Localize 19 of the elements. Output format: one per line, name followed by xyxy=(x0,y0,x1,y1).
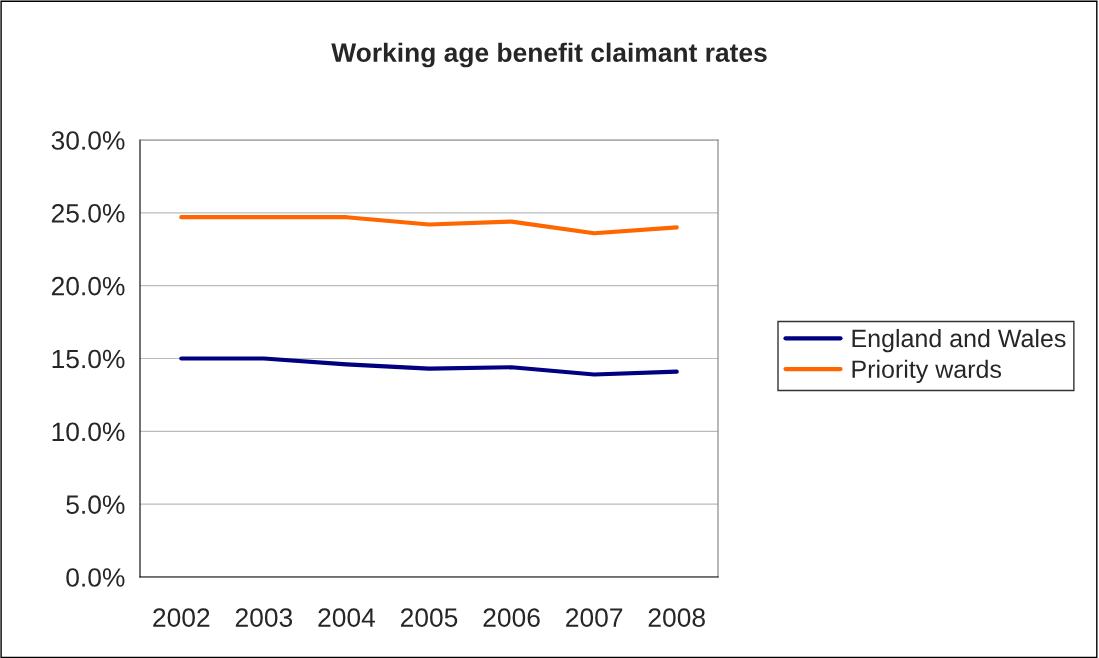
x-tick-label: 2003 xyxy=(235,608,293,627)
legend-label: England and Wales xyxy=(852,328,1066,353)
line-series xyxy=(179,215,679,236)
chart-title: Working age benefit claimant rates xyxy=(331,42,767,68)
x-tick-label: 2004 xyxy=(318,608,376,627)
y-tick-label: 25.0% xyxy=(51,203,125,223)
y-tick-label: 15.0% xyxy=(52,349,125,369)
x-tick-label: 2005 xyxy=(400,608,458,627)
x-tick-label: 2006 xyxy=(483,608,540,627)
y-tick-label: 5.0% xyxy=(66,495,125,514)
line-series xyxy=(179,356,679,377)
y-tick-label: 20.0% xyxy=(51,276,125,296)
x-tick-label: 2007 xyxy=(566,608,623,627)
x-tick-label: 2008 xyxy=(648,608,705,627)
legend-label: Priority wards xyxy=(852,359,1002,384)
y-tick-label: 30.0% xyxy=(51,131,125,150)
x-tick-label: 2002 xyxy=(153,608,210,627)
y-tick-label: 10.0% xyxy=(52,422,125,442)
y-tick-label: 0.0% xyxy=(66,568,125,587)
